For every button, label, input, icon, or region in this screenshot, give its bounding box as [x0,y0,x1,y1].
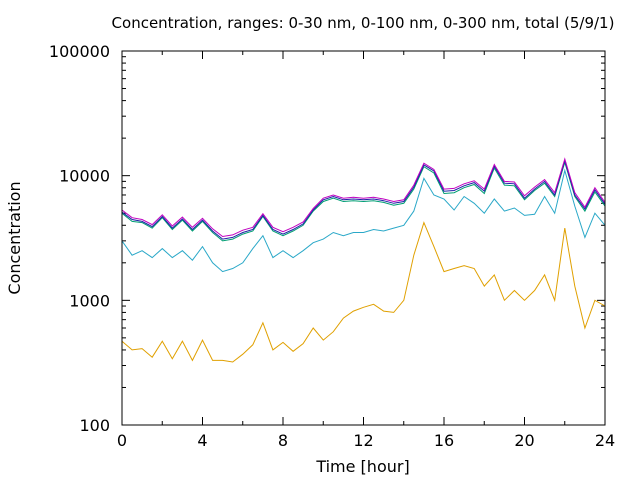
x-tick-label: 4 [197,431,207,450]
x-tick-label: 0 [117,431,127,450]
y-tick-label: 10000 [59,167,110,186]
x-tick-label: 16 [434,431,454,450]
series-line-3 [121,160,606,242]
x-tick-label: 24 [595,431,615,450]
y-axis-title: Concentration [5,181,24,294]
x-tick-label: 12 [353,431,373,450]
axis-ticks: 0 4 8 12 16 20 24 100 1000 10000 100000 [49,42,615,450]
series-line-1 [121,221,606,363]
plot-frame [121,50,606,426]
series-line-4 [121,158,606,240]
y-tick-label: 100000 [49,42,110,61]
x-tick-label: 8 [278,431,288,450]
x-axis-title: Time [hour] [315,457,409,476]
series-line-5 [121,157,606,238]
y-tick-label: 100 [79,416,110,435]
chart-title: Concentration, ranges: 0-30 nm, 0-100 nm… [112,14,615,32]
series-lines [121,157,606,363]
series-line-2 [121,168,606,273]
y-tick-label: 1000 [69,291,110,310]
x-tick-label: 20 [514,431,534,450]
